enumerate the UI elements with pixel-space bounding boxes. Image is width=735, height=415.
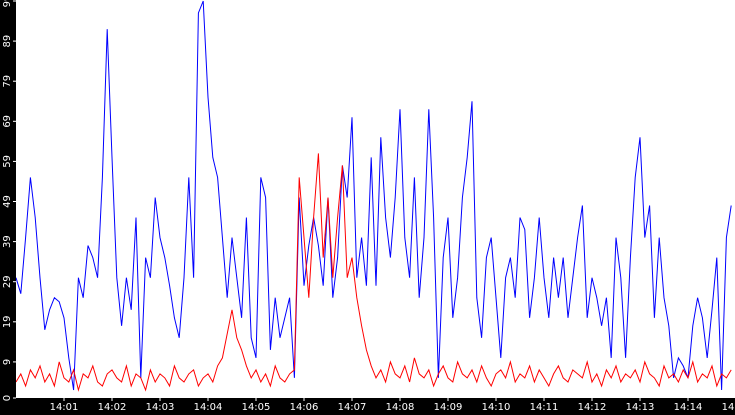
x-tick-label: 14:07 <box>338 402 367 413</box>
x-tick-label: 14:08 <box>386 402 415 413</box>
y-tick-label: 39 <box>2 235 13 248</box>
x-tick-label: 14:03 <box>146 402 175 413</box>
y-tick-label: 0 <box>2 395 13 401</box>
x-tick-label: 14:06 <box>290 402 319 413</box>
y-tick-label: 29 <box>2 275 13 288</box>
y-tick-label: 89 <box>2 35 13 48</box>
x-tick-label: 14:02 <box>98 402 127 413</box>
y-tick-label: 9 <box>2 359 13 365</box>
x-tick-label: 14:09 <box>434 402 463 413</box>
x-tick-label: 14:14 <box>674 402 703 413</box>
y-tick-label: 69 <box>2 115 13 128</box>
y-tick-label: 49 <box>2 195 13 208</box>
x-tick-label: 14:01 <box>50 402 79 413</box>
x-tick-label: 14:04 <box>194 402 223 413</box>
x-tick-label: 14:15 <box>722 402 735 413</box>
y-axis-strip <box>0 0 16 415</box>
series-line <box>16 153 732 392</box>
y-tick-label: 99 <box>2 0 13 7</box>
x-tick-label: 14:10 <box>482 402 511 413</box>
x-tick-label: 14:12 <box>578 402 607 413</box>
y-tick-label: 59 <box>2 155 13 168</box>
series-line <box>16 0 732 391</box>
x-tick-label: 14:05 <box>242 402 271 413</box>
y-tick-label: 19 <box>2 315 13 328</box>
x-tick-label: 14:13 <box>626 402 655 413</box>
x-axis-strip <box>0 398 735 415</box>
y-tick-label: 79 <box>2 75 13 88</box>
x-tick-label: 14:11 <box>530 402 559 413</box>
